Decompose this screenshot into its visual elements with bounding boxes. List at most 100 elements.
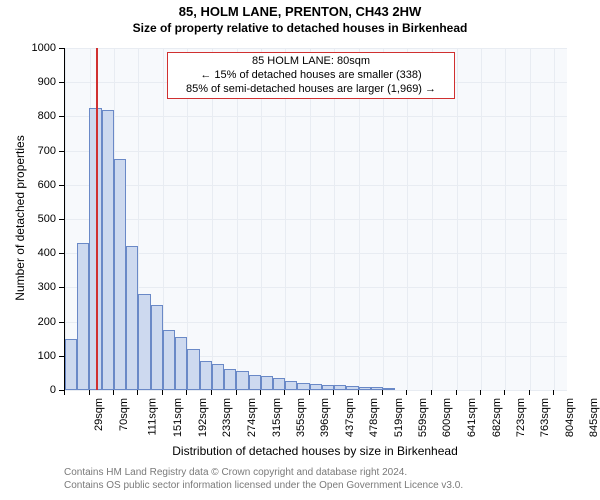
chart-subtitle: Size of property relative to detached ho… xyxy=(0,21,600,35)
gridline-h xyxy=(65,219,567,220)
ytick-label: 800 xyxy=(38,110,56,122)
ytick-mark xyxy=(59,48,64,49)
xtick-mark xyxy=(89,390,90,395)
histogram-bar xyxy=(163,330,175,390)
histogram-bar xyxy=(151,305,163,391)
gridline-v xyxy=(261,48,262,390)
marker-line xyxy=(96,48,98,390)
gridline-h xyxy=(65,151,567,152)
xtick-mark xyxy=(236,390,237,395)
ytick-label: 500 xyxy=(38,213,56,225)
gridline-h xyxy=(65,390,567,391)
xtick-mark xyxy=(431,390,432,395)
gridline-v xyxy=(310,48,311,390)
xtick-mark xyxy=(309,390,310,395)
ytick-mark xyxy=(59,253,64,254)
histogram-bar xyxy=(346,386,358,390)
histogram-bar xyxy=(249,375,261,390)
xtick-mark xyxy=(284,390,285,395)
ytick-mark xyxy=(59,151,64,152)
ytick-label: 200 xyxy=(38,316,56,328)
ytick-label: 400 xyxy=(38,247,56,259)
ytick-mark xyxy=(59,185,64,186)
xtick-label: 600sqm xyxy=(442,398,454,437)
xtick-label: 111sqm xyxy=(147,398,159,436)
y-axis-label: Number of detached properties xyxy=(13,118,27,318)
xtick-label: 355sqm xyxy=(295,398,307,437)
histogram-bar xyxy=(114,159,126,390)
xtick-mark xyxy=(186,390,187,395)
gridline-h xyxy=(65,287,567,288)
xtick-mark xyxy=(333,390,334,395)
histogram-bar xyxy=(175,337,187,390)
gridline-v xyxy=(383,48,384,390)
gridline-v xyxy=(432,48,433,390)
histogram-bar xyxy=(212,364,224,390)
annotation-line: 85 HOLM LANE: 80sqm xyxy=(172,55,450,69)
gridline-v xyxy=(334,48,335,390)
plot-area: 85 HOLM LANE: 80sqm← 15% of detached hou… xyxy=(64,48,567,391)
gridline-h xyxy=(65,116,567,117)
xtick-label: 478sqm xyxy=(368,398,380,437)
xtick-label: 804sqm xyxy=(564,398,576,437)
ytick-label: 600 xyxy=(38,179,56,191)
xtick-label: 70sqm xyxy=(118,398,130,431)
xtick-label: 763sqm xyxy=(539,398,551,437)
xtick-mark xyxy=(456,390,457,395)
gridline-v xyxy=(554,48,555,390)
gridline-v xyxy=(212,48,213,390)
histogram-bar xyxy=(102,110,114,390)
gridline-h xyxy=(65,185,567,186)
histogram-bar xyxy=(187,349,199,390)
histogram-bar xyxy=(273,378,285,390)
annotation-box: 85 HOLM LANE: 80sqm← 15% of detached hou… xyxy=(167,52,455,99)
ytick-label: 700 xyxy=(38,145,56,157)
xtick-label: 641sqm xyxy=(466,398,478,437)
xtick-mark xyxy=(162,390,163,395)
ytick-label: 100 xyxy=(38,350,56,362)
xtick-mark xyxy=(406,390,407,395)
histogram-bar xyxy=(236,371,248,390)
ytick-mark xyxy=(59,356,64,357)
gridline-h xyxy=(65,253,567,254)
chart-title: 85, HOLM LANE, PRENTON, CH43 2HW xyxy=(0,4,600,19)
xtick-mark xyxy=(113,390,114,395)
histogram-bar xyxy=(334,385,346,390)
xtick-label: 29sqm xyxy=(93,398,105,431)
histogram-bar xyxy=(310,384,322,390)
histogram-bar xyxy=(285,381,297,390)
footer-line-1: Contains HM Land Registry data © Crown c… xyxy=(64,466,463,479)
ytick-mark xyxy=(59,219,64,220)
gridline-v xyxy=(359,48,360,390)
xtick-mark xyxy=(382,390,383,395)
gridline-v xyxy=(187,48,188,390)
xtick-label: 682sqm xyxy=(491,398,503,437)
chart-container: 85, HOLM LANE, PRENTON, CH43 2HW Size of… xyxy=(0,4,600,500)
gridline-v xyxy=(481,48,482,390)
gridline-v xyxy=(505,48,506,390)
xtick-label: 233sqm xyxy=(221,398,233,437)
histogram-bar xyxy=(77,243,89,390)
gridline-v xyxy=(407,48,408,390)
ytick-label: 900 xyxy=(38,76,56,88)
ytick-mark xyxy=(59,287,64,288)
histogram-bar xyxy=(359,387,371,390)
xtick-mark xyxy=(553,390,554,395)
footer-line-2: Contains OS public sector information li… xyxy=(64,479,463,492)
xtick-mark xyxy=(137,390,138,395)
histogram-bar xyxy=(200,361,212,390)
histogram-bar xyxy=(126,246,138,390)
xtick-label: 845sqm xyxy=(589,398,600,437)
histogram-bar xyxy=(224,369,236,390)
xtick-mark xyxy=(260,390,261,395)
histogram-bar xyxy=(297,383,309,390)
footer-attribution: Contains HM Land Registry data © Crown c… xyxy=(64,466,463,492)
ytick-mark xyxy=(59,116,64,117)
annotation-line: ← 15% of detached houses are smaller (33… xyxy=(172,69,450,83)
xtick-mark xyxy=(529,390,530,395)
xtick-label: 559sqm xyxy=(417,398,429,437)
histogram-bar xyxy=(383,388,395,390)
ytick-label: 0 xyxy=(50,384,56,396)
ytick-mark xyxy=(59,82,64,83)
xtick-label: 315sqm xyxy=(271,398,283,437)
